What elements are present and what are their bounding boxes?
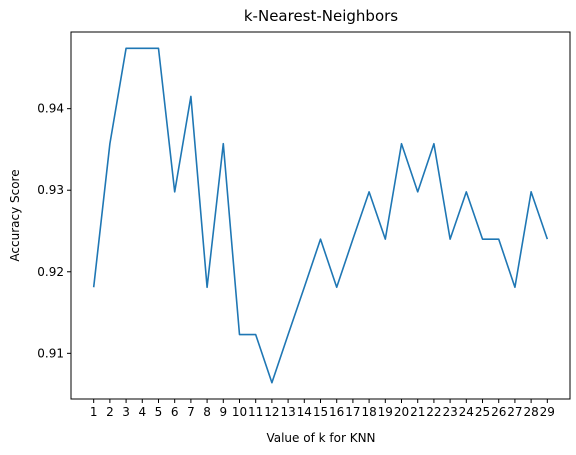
series-line: [92, 47, 549, 384]
x-axis-label: Value of k for KNN: [266, 431, 375, 445]
x-tick-label: 5: [155, 405, 163, 419]
x-tick-label: 20: [394, 405, 409, 419]
x-tick-label: 28: [523, 405, 538, 419]
x-tick-label: 18: [361, 405, 376, 419]
x-tick-label: 16: [329, 405, 344, 419]
x-tick-label: 2: [106, 405, 114, 419]
x-tick-label: 17: [345, 405, 360, 419]
x-tick-label: 13: [280, 405, 295, 419]
x-tick-label: 26: [491, 405, 506, 419]
y-tick-label: 0.92: [37, 265, 64, 279]
y-tick-label: 0.94: [37, 102, 64, 116]
x-tick-label: 7: [187, 405, 195, 419]
x-tick-label: 27: [507, 405, 522, 419]
x-tick-label: 1: [90, 405, 98, 419]
x-tick-label: 9: [219, 405, 227, 419]
x-tick-label: 25: [475, 405, 490, 419]
x-tick-label: 3: [122, 405, 130, 419]
plot-frame: [70, 31, 571, 400]
x-tick-label: 12: [264, 405, 279, 419]
plot-area: [70, 31, 571, 400]
y-tick-label: 0.93: [37, 183, 64, 197]
y-tick-label: 0.91: [37, 346, 64, 360]
x-axis: 1 2 3 4 5 6 7 8 9 10 11 12 13 14 15 16 17 18 19 20 21 22 23 24 2…: [90, 399, 555, 419]
x-tick-label: 11: [248, 405, 263, 419]
x-tick-label: 21: [410, 405, 425, 419]
x-tick-label: 15: [313, 405, 328, 419]
y-axis: 0.91 0.92 0.93 0.94: [37, 102, 71, 360]
x-tick-label: 29: [540, 405, 555, 419]
x-tick-label: 22: [426, 405, 441, 419]
y-axis-label: Accuracy Score: [8, 169, 22, 261]
x-tick-label: 19: [378, 405, 393, 419]
x-tick-label: 23: [442, 405, 457, 419]
x-tick-label: 4: [138, 405, 146, 419]
x-tick-label: 24: [459, 405, 474, 419]
chart-title: k-Nearest-Neighbors: [244, 7, 398, 25]
x-tick-label: 6: [171, 405, 179, 419]
x-tick-label: 14: [297, 405, 312, 419]
x-tick-label: 8: [203, 405, 211, 419]
x-tick-label: 10: [232, 405, 247, 419]
